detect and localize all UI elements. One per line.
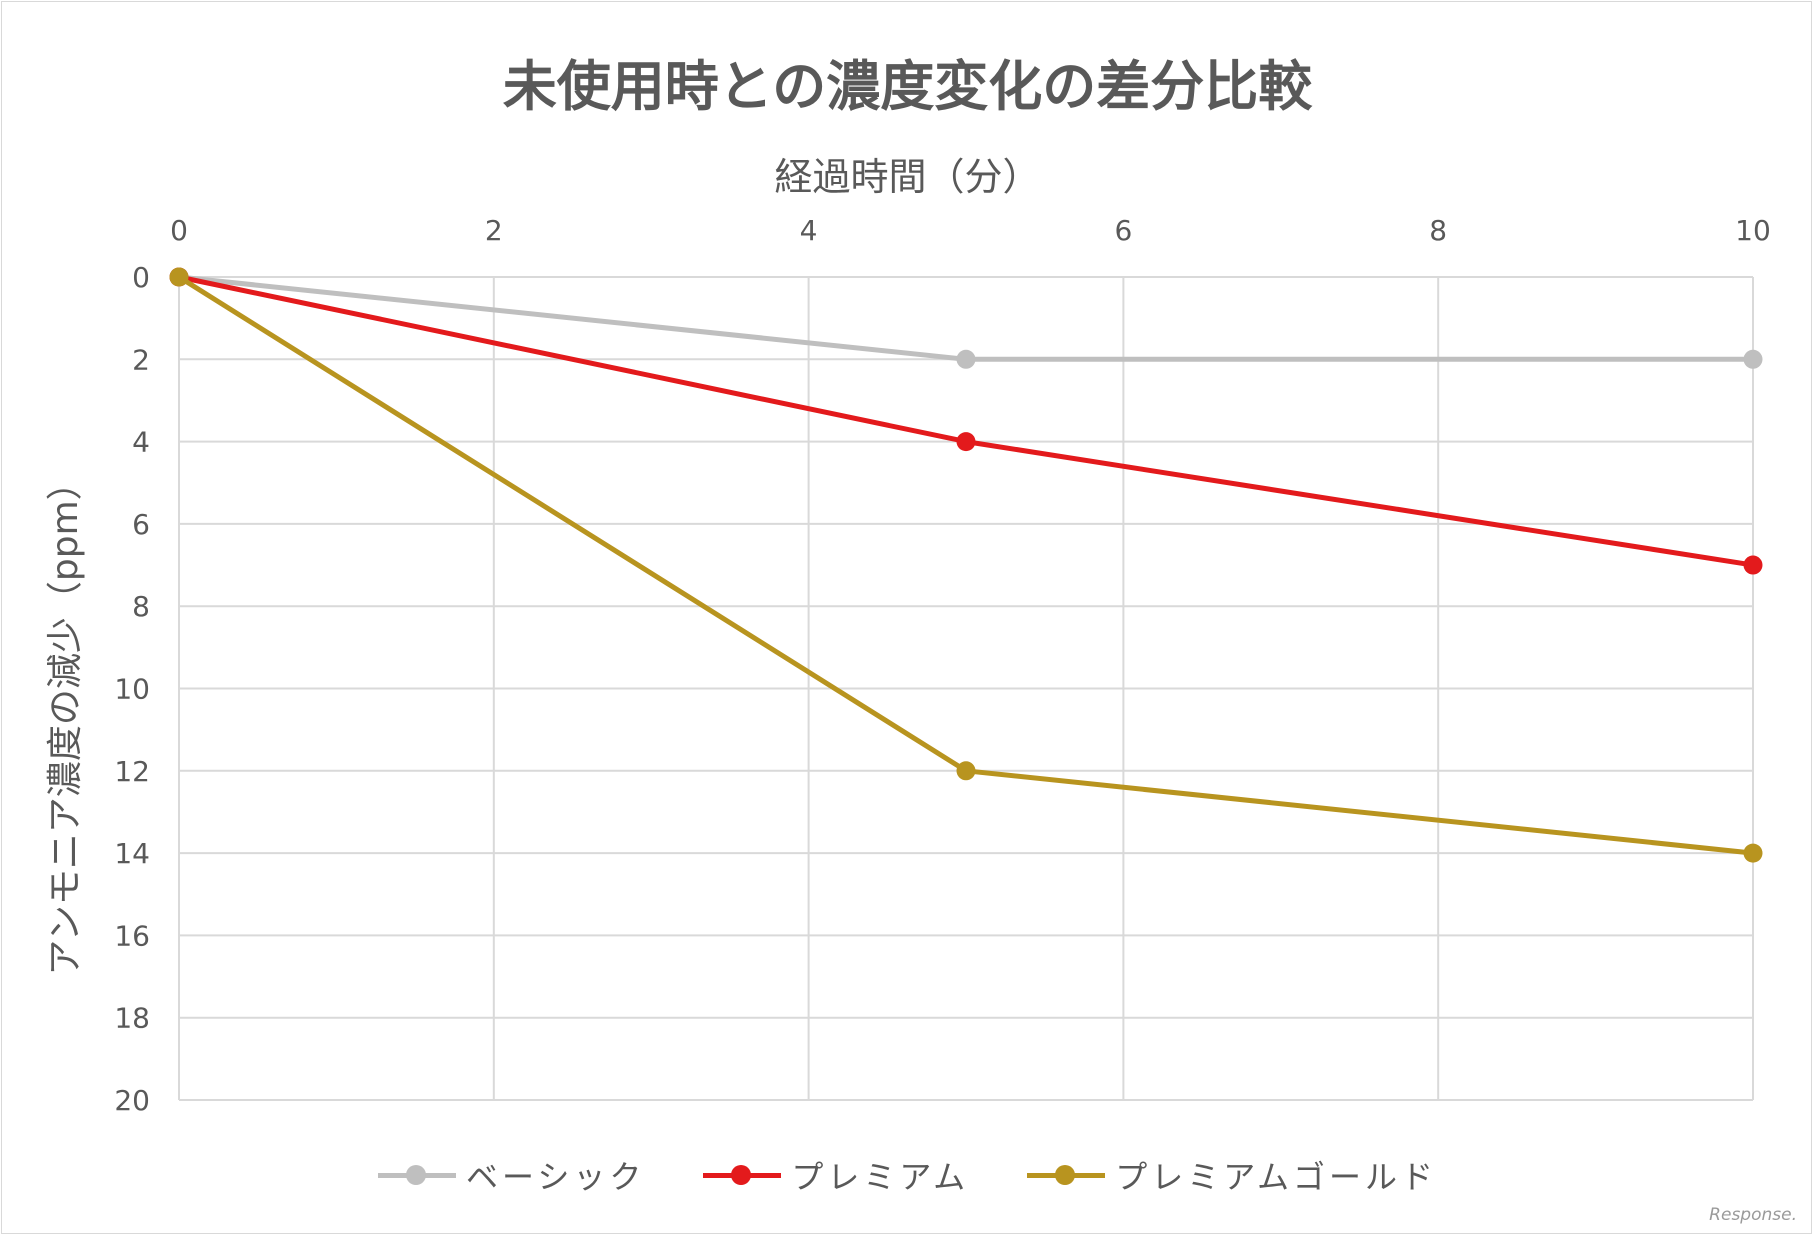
legend-marker (1055, 1165, 1076, 1185)
y-tick-label: 2 (132, 343, 150, 376)
x-axis-title: 経過時間（分） (774, 155, 1041, 199)
legend-marker (406, 1165, 427, 1185)
data-point (956, 761, 976, 781)
x-tick-label: 4 (800, 214, 818, 247)
y-tick-label: 18 (114, 1002, 150, 1035)
y-tick-label: 16 (114, 919, 150, 952)
legend-item: プレミアムゴールド (1027, 1152, 1437, 1198)
watermark: Response. (1709, 1205, 1797, 1225)
series-line (178, 274, 1753, 362)
data-point (1743, 843, 1763, 863)
y-tick-label: 0 (132, 261, 150, 294)
y-tick-label: 8 (132, 590, 150, 623)
series-line (178, 274, 1754, 568)
legend-label: プレミアムゴールド (1115, 1158, 1437, 1196)
x-tick-labels: 0 2 4 6 8 10 (170, 214, 1771, 247)
legend-swatch (1027, 1161, 1106, 1189)
y-tick-labels: 0 2 4 6 8 10 12 14 16 18 20 (114, 261, 150, 1117)
data-point (169, 267, 189, 287)
y-tick-label: 12 (114, 755, 150, 788)
legend-item: プレミアム (703, 1152, 969, 1198)
y-tick-label: 10 (114, 673, 150, 706)
y-tick-label: 20 (114, 1084, 150, 1117)
legend-label: プレミアム (791, 1158, 970, 1196)
legend-item: ベーシック (378, 1152, 645, 1198)
data-point (1743, 555, 1763, 575)
legend-swatch (703, 1161, 782, 1189)
grid-lines (178, 276, 1754, 1101)
data-point (956, 432, 976, 452)
x-tick-label: 6 (1114, 214, 1132, 247)
series-0 (169, 267, 1763, 369)
x-tick-label: 8 (1429, 214, 1447, 247)
x-tick-label: 10 (1735, 214, 1771, 247)
data-point (1743, 349, 1763, 369)
y-tick-label: 4 (132, 426, 150, 459)
data-point (956, 349, 976, 369)
y-tick-label: 6 (132, 508, 150, 541)
legend-label: ベーシック (466, 1158, 646, 1196)
y-tick-label: 14 (114, 837, 150, 870)
chart-title: 未使用時との濃度変化の差分比較 (502, 55, 1313, 118)
x-tick-label: 2 (485, 214, 503, 247)
series-2 (169, 267, 1763, 863)
legend-swatch (378, 1161, 457, 1189)
x-tick-label: 0 (170, 214, 188, 247)
legend-marker (731, 1165, 752, 1185)
legend: ベーシック プレミアム プレミアムゴールド (0, 1152, 1815, 1198)
series-layer (169, 267, 1763, 863)
